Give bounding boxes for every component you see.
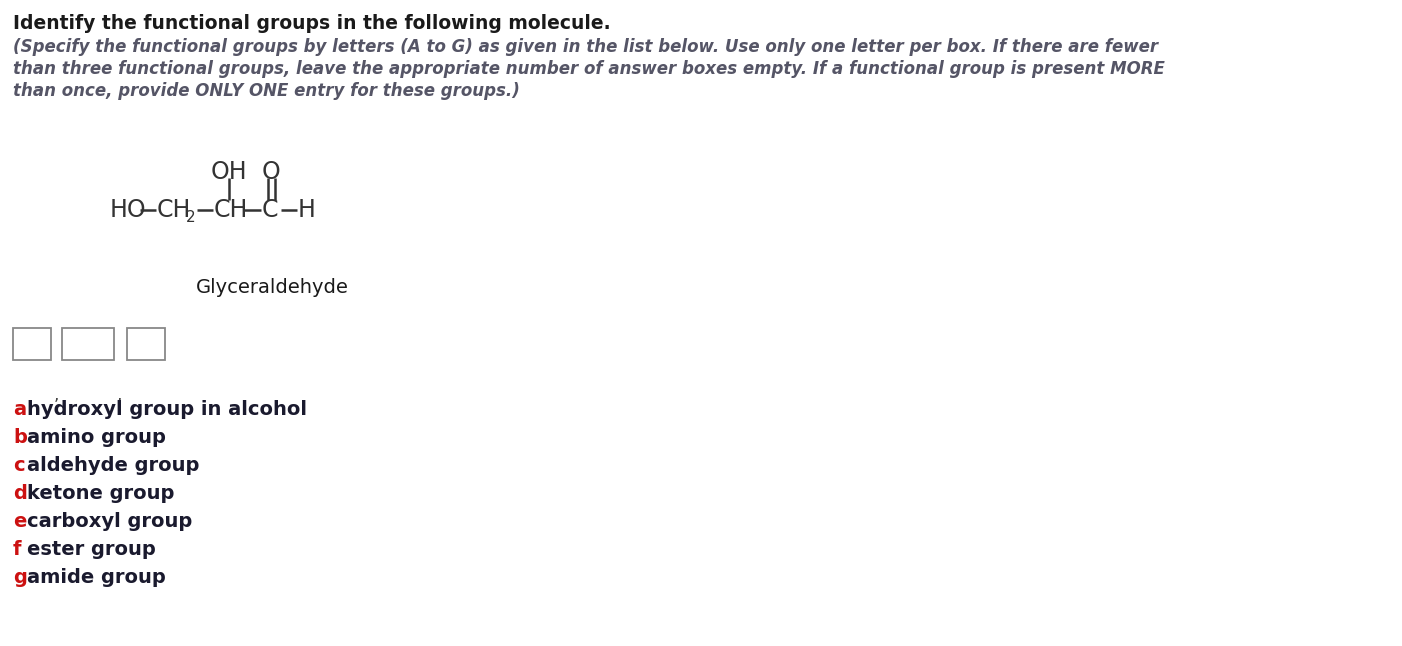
Text: g: g bbox=[13, 568, 27, 587]
Text: (Specify the functional groups by letters (A to G) as given in the list below. U: (Specify the functional groups by letter… bbox=[13, 38, 1158, 56]
Text: amide group: amide group bbox=[27, 568, 165, 587]
Text: b: b bbox=[13, 428, 27, 447]
Bar bbox=[128, 328, 165, 360]
Text: d: d bbox=[13, 484, 27, 503]
Text: CH: CH bbox=[157, 198, 192, 222]
Text: hydroxyl group in alcohol: hydroxyl group in alcohol bbox=[27, 400, 307, 419]
Text: ketone group: ketone group bbox=[27, 484, 174, 503]
Text: aldehyde group: aldehyde group bbox=[27, 456, 199, 475]
Text: CH: CH bbox=[215, 198, 248, 222]
Text: ,: , bbox=[116, 386, 122, 404]
Bar bbox=[62, 328, 114, 360]
Text: O: O bbox=[262, 160, 280, 184]
Text: OH: OH bbox=[210, 160, 247, 184]
Text: ,: , bbox=[55, 386, 59, 404]
Text: than once, provide ONLY ONE entry for these groups.): than once, provide ONLY ONE entry for th… bbox=[13, 82, 520, 100]
Text: amino group: amino group bbox=[27, 428, 165, 447]
Text: carboxyl group: carboxyl group bbox=[27, 512, 192, 531]
Bar bbox=[13, 328, 50, 360]
Text: a: a bbox=[13, 400, 27, 419]
Text: C: C bbox=[262, 198, 279, 222]
Text: Glyceraldehyde: Glyceraldehyde bbox=[196, 278, 349, 297]
Text: c: c bbox=[13, 456, 25, 475]
Text: 2: 2 bbox=[186, 209, 196, 225]
Text: than three functional groups, leave the appropriate number of answer boxes empty: than three functional groups, leave the … bbox=[13, 60, 1165, 78]
Text: f: f bbox=[13, 540, 21, 559]
Text: HO: HO bbox=[109, 198, 147, 222]
Text: e: e bbox=[13, 512, 27, 531]
Text: ester group: ester group bbox=[27, 540, 156, 559]
Text: H: H bbox=[299, 198, 315, 222]
Text: Identify the functional groups in the following molecule.: Identify the functional groups in the fo… bbox=[13, 14, 611, 33]
